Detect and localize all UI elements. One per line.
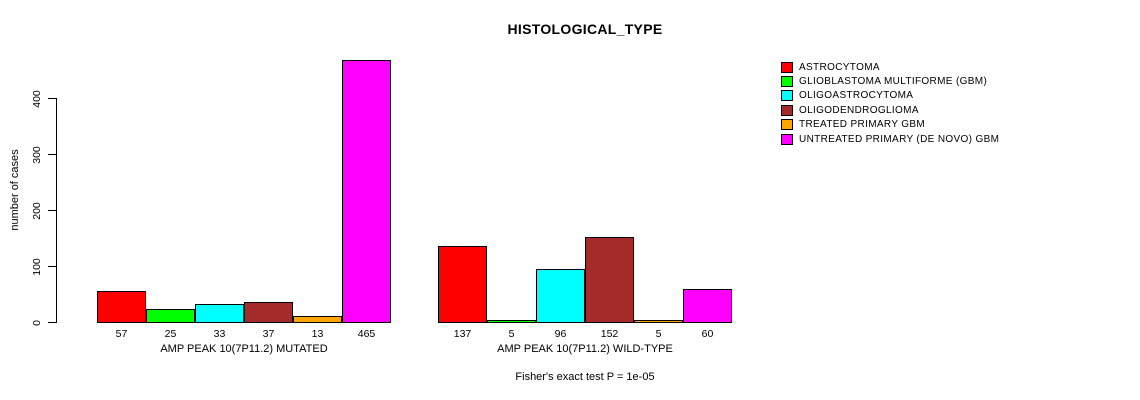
legend-label: OLIGOASTROCYTOMA xyxy=(799,90,914,102)
bar-value-label: 5 xyxy=(508,328,515,340)
bar-value-label: 57 xyxy=(115,328,128,340)
y-tick-label: 400 xyxy=(31,89,43,108)
bar-value-label: 152 xyxy=(600,328,619,340)
legend-item: TREATED PRIMARY GBM xyxy=(781,119,925,131)
legend-swatch xyxy=(781,61,793,73)
y-tick-mark xyxy=(48,322,56,323)
y-tick-label: 100 xyxy=(31,257,43,276)
legend-swatch xyxy=(781,75,793,87)
footnote: Fisher's exact test P = 1e-05 xyxy=(515,371,655,383)
bar xyxy=(438,246,487,323)
legend-label: ASTROCYTOMA xyxy=(799,61,880,73)
legend-swatch xyxy=(781,104,793,116)
bar xyxy=(342,60,391,323)
legend-label: GLIOBLASTOMA MULTIFORME (GBM) xyxy=(799,75,988,87)
bar-value-label: 137 xyxy=(453,328,472,340)
y-tick-label: 300 xyxy=(31,145,43,164)
bar xyxy=(683,289,732,323)
bar-value-label: 25 xyxy=(164,328,177,340)
y-tick-mark xyxy=(48,210,56,211)
legend-label: UNTREATED PRIMARY (DE NOVO) GBM xyxy=(799,133,1000,145)
legend-item: OLIGOASTROCYTOMA xyxy=(781,90,913,102)
bar-value-label: 60 xyxy=(701,328,714,340)
y-tick-mark xyxy=(48,98,56,99)
legend-item: ASTROCYTOMA xyxy=(781,61,880,73)
legend-label: OLIGODENDROGLIOMA xyxy=(799,104,919,116)
bar-value-label: 465 xyxy=(357,328,376,340)
group-label: AMP PEAK 10(7P11.2) MUTATED xyxy=(160,343,328,355)
bar xyxy=(634,320,683,323)
chart-title: HISTOLOGICAL_TYPE xyxy=(507,21,663,37)
y-tick-mark xyxy=(48,154,56,155)
bar xyxy=(195,304,244,323)
bar xyxy=(244,302,293,323)
bar-value-label: 96 xyxy=(554,328,567,340)
bar xyxy=(536,269,585,323)
y-axis-title: number of cases xyxy=(9,149,21,231)
y-tick-label: 200 xyxy=(31,201,43,220)
bar xyxy=(585,237,634,323)
legend-item: OLIGODENDROGLIOMA xyxy=(781,104,919,116)
bar xyxy=(97,291,146,323)
bar xyxy=(293,316,342,323)
bar-value-label: 37 xyxy=(262,328,275,340)
legend-swatch xyxy=(781,133,793,145)
bar-value-label: 5 xyxy=(655,328,662,340)
y-tick-label: 0 xyxy=(31,319,43,326)
legend-item: UNTREATED PRIMARY (DE NOVO) GBM xyxy=(781,133,999,145)
legend-swatch xyxy=(781,119,793,131)
group-label: AMP PEAK 10(7P11.2) WILD-TYPE xyxy=(497,343,673,355)
bar xyxy=(487,320,536,323)
y-axis-line xyxy=(56,98,57,323)
bar-value-label: 33 xyxy=(213,328,226,340)
legend-swatch xyxy=(781,90,793,102)
bar xyxy=(146,309,195,323)
legend-label: TREATED PRIMARY GBM xyxy=(799,119,926,131)
bar-value-label: 13 xyxy=(311,328,324,340)
legend-item: GLIOBLASTOMA MULTIFORME (GBM) xyxy=(781,75,987,87)
y-tick-mark xyxy=(48,266,56,267)
